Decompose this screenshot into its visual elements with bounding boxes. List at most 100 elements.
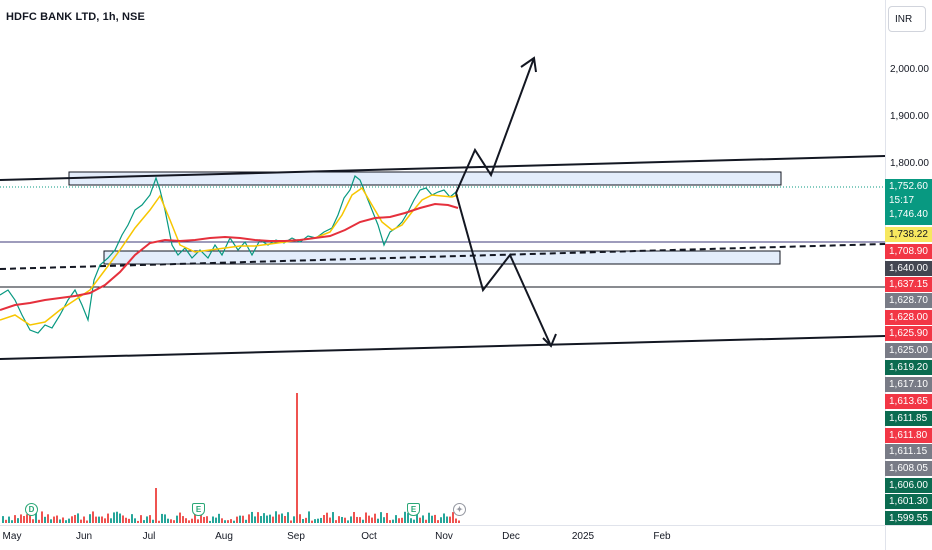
price-badge: 1,637.15 [885,277,932,292]
price-badge: 1,611.80 [885,428,932,443]
price-badge: 1,608.05 [885,461,932,476]
volume-bar [50,519,52,523]
volume-bar [440,517,442,523]
price-badge-line: 1,746.40 [889,209,928,220]
volume-bar [137,520,139,523]
future-event-icon[interactable]: ✦ [453,503,466,516]
volume-bar [41,511,43,523]
volume-bar [215,517,217,523]
volume-bar [209,520,211,523]
volume-bar [146,516,148,523]
volume-bar [344,517,346,523]
volume-bar [287,512,289,523]
volume-bar [404,511,406,523]
volume-bar [134,518,136,523]
volume-bar [152,519,154,523]
volume-bar [194,513,196,523]
volume-bar [71,516,73,523]
chart-pane[interactable]: HDFC BANK LTD, 1h, NSE [0,0,885,525]
moving-average-red [0,202,459,311]
chart-canvas[interactable] [0,0,885,525]
volume-bar [269,514,271,523]
volume-bar [446,516,448,523]
time-label: Jul [142,531,156,542]
volume-bar [431,515,433,523]
volume-bar [422,515,424,523]
volume-bar [116,511,118,523]
bullish-arrowhead [520,56,537,73]
volume-bar [374,513,376,523]
volume-bar [284,515,286,523]
volume-bar [254,516,256,523]
price-badge: 1,611.85 [885,411,932,426]
volume-bar [125,517,127,523]
volume-bar [308,511,310,523]
currency-button[interactable]: INR [888,6,926,32]
volume-bar [263,513,265,523]
volume-bar [233,520,235,523]
volume-bar [281,513,283,523]
dividend-event-icon[interactable]: D [25,503,38,516]
volume-bar [170,519,172,523]
volume-bar [77,513,79,523]
earnings-event-icon[interactable]: E [407,503,420,516]
volume-bar [188,520,190,523]
volume-bar [119,513,121,523]
price-badge: 1,619.20 [885,360,932,375]
volume-bar [164,514,166,523]
volume-bar [155,488,157,523]
time-label: Oct [361,531,377,542]
volume-bar [320,517,322,523]
volume-bar [56,515,58,523]
volume-bar [44,516,46,523]
volume-bar [80,519,82,523]
volume-bar [59,519,61,523]
volume-bar [113,512,115,523]
volume-bar [311,520,313,523]
volume-bar [410,518,412,523]
time-label: Dec [502,531,520,542]
price-badge: 1,708.90 [885,244,932,259]
volume-bar [347,520,349,523]
volume-bar [365,512,367,523]
price-badge: 1,625.90 [885,326,932,341]
volume-bar [176,515,178,523]
volume-bar [407,513,409,523]
bearish-projection-path [455,192,552,347]
volume-bar [92,511,94,523]
volume-bar [101,516,103,523]
volume-bar [275,511,277,523]
volume-bar [437,520,439,523]
volume-bar [191,518,193,523]
volume-bar [359,517,361,523]
volume-bar [110,518,112,523]
time-label: 2025 [571,531,595,542]
volume-bar [32,519,34,523]
volume-bar [197,519,199,523]
volume-bar [395,515,397,523]
volume-bar [20,514,22,523]
time-axis[interactable] [0,525,885,550]
volume-bar [65,520,67,523]
volume-bar [434,514,436,523]
volume-bar [245,519,247,523]
volume-bar [389,520,391,523]
resistance-zone [68,171,782,186]
time-label: Jun [75,531,93,542]
volume-bar [443,513,445,523]
volume-bar [350,516,352,523]
volume-bar [89,514,91,523]
price-badge-line: 1,752.60 [889,181,928,192]
volume-bar [266,515,268,523]
symbol-title[interactable]: HDFC BANK LTD, 1h, NSE [6,11,145,23]
volume-bar [179,512,181,523]
volume-bar [161,513,163,523]
volume-bar [371,517,373,523]
volume-bar [398,518,400,523]
volume-bar [449,516,451,523]
volume-bar [401,517,403,523]
volume-bar [242,515,244,523]
earnings-event-icon[interactable]: E [192,503,205,516]
volume-bar [362,519,364,523]
volume-bar [425,519,427,523]
